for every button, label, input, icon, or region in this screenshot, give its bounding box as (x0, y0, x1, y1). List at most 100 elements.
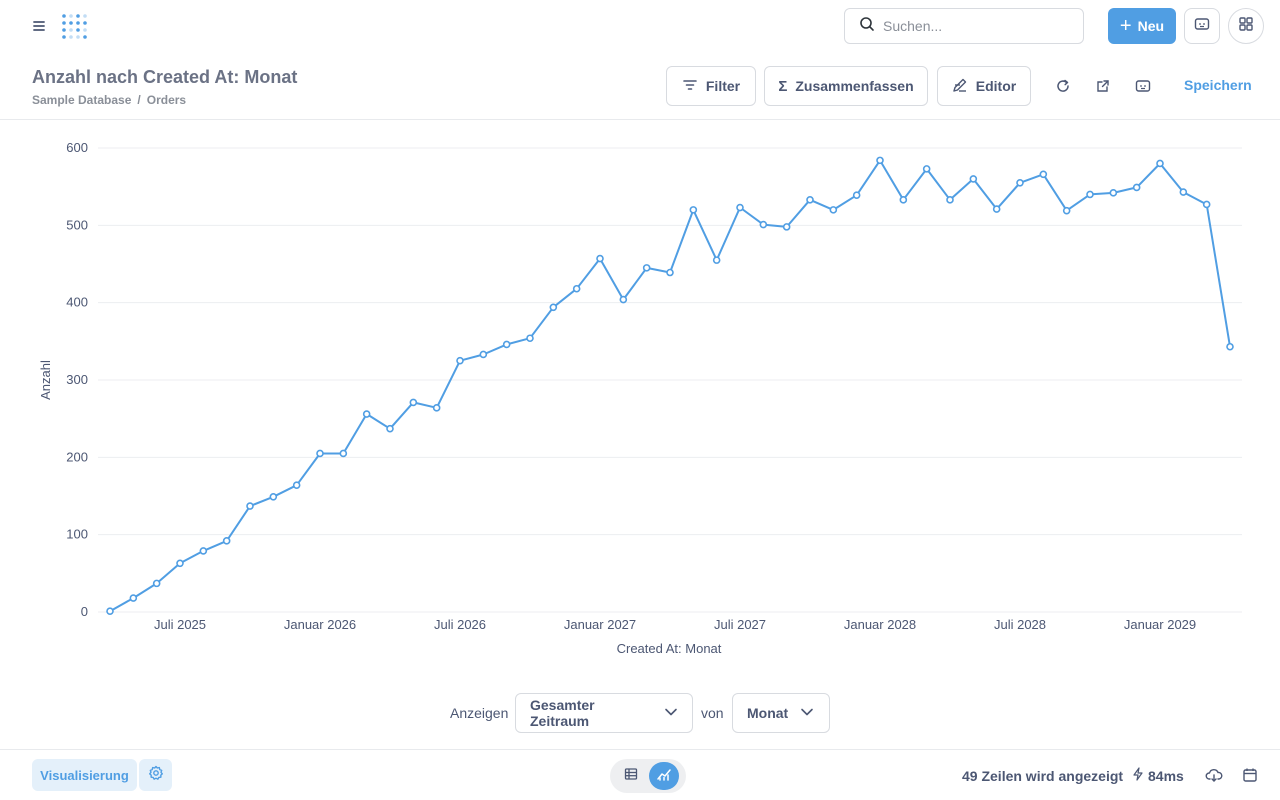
data-point[interactable] (689, 206, 698, 214)
data-point[interactable] (549, 303, 558, 312)
data-point[interactable] (456, 356, 464, 365)
logo-icon[interactable] (60, 11, 90, 41)
gear-icon (148, 765, 164, 786)
data-point[interactable] (852, 191, 861, 199)
data-point[interactable] (1179, 188, 1188, 196)
chat-button[interactable] (1184, 8, 1220, 44)
data-point[interactable] (712, 256, 721, 264)
range-select-value: Gesamter Zeitraum (530, 697, 595, 729)
data-point[interactable] (572, 284, 581, 293)
summarize-label: Zusammenfassen (795, 78, 914, 94)
data-point[interactable] (829, 206, 838, 214)
download-icon[interactable] (1205, 766, 1223, 784)
data-point[interactable] (246, 502, 254, 510)
search-input[interactable] (883, 18, 1073, 34)
time-range-controls: Anzeigen Gesamter Zeitraum von Monat (0, 693, 1280, 733)
summarize-button[interactable]: Σ Zusammenfassen (764, 66, 928, 106)
y-tick-label: 300 (66, 372, 88, 387)
range-select[interactable]: Gesamter Zeitraum (515, 693, 693, 733)
menu-icon[interactable] (28, 15, 50, 37)
x-tick-label: Juli 2027 (714, 617, 766, 632)
data-point[interactable] (222, 537, 231, 545)
data-point[interactable] (1226, 342, 1234, 351)
data-point[interactable] (502, 340, 511, 349)
chart-svg: 0 100 200 300 400 500 600 Juli 2025 Januar 2026… (38, 140, 1242, 656)
apps-button[interactable] (1228, 8, 1264, 44)
editor-button[interactable]: Editor (937, 66, 1031, 106)
data-point[interactable] (176, 559, 184, 568)
chart-view-toggle[interactable] (649, 762, 679, 790)
data-point[interactable] (759, 220, 768, 229)
data-point[interactable] (1202, 200, 1211, 209)
data-point[interactable] (922, 165, 931, 173)
data-point[interactable] (992, 205, 1001, 213)
data-point[interactable] (292, 481, 301, 489)
data-point[interactable] (106, 607, 114, 616)
calendar-icon[interactable] (1241, 766, 1259, 784)
query-timing: 84ms (1132, 767, 1184, 784)
visualization-button[interactable]: Visualisierung (32, 759, 137, 791)
chevron-down-icon (800, 705, 814, 722)
chevron-down-icon (664, 705, 678, 722)
data-point[interactable] (969, 175, 978, 183)
y-tick-label: 200 (66, 449, 88, 464)
series-line (109, 159, 1231, 613)
data-point[interactable] (362, 410, 371, 418)
data-point[interactable] (409, 398, 418, 407)
filter-button[interactable]: Filter (666, 66, 756, 106)
data-point[interactable] (1086, 190, 1094, 199)
unit-select[interactable]: Monat (732, 693, 830, 733)
data-point[interactable] (1016, 178, 1024, 187)
data-point[interactable] (642, 264, 651, 272)
data-point[interactable] (899, 196, 908, 204)
data-point[interactable] (596, 254, 604, 263)
chat-bot-icon[interactable] (1133, 76, 1153, 96)
settings-button[interactable] (139, 759, 172, 791)
new-button[interactable]: + Neu (1108, 8, 1176, 44)
y-tick-label: 400 (66, 295, 88, 310)
data-point[interactable] (782, 223, 791, 231)
data-point[interactable] (432, 404, 441, 412)
x-tick-label: Juli 2025 (154, 617, 206, 632)
breadcrumb-separator: / (137, 93, 141, 107)
data-point[interactable] (339, 449, 348, 458)
data-point[interactable] (1132, 183, 1141, 192)
page-title[interactable]: Anzahl nach Created At: Monat (32, 67, 298, 87)
x-tick-label: Januar 2027 (564, 617, 636, 632)
view-toggle (610, 759, 686, 793)
data-point[interactable] (806, 196, 814, 204)
unit-select-value: Monat (747, 705, 789, 721)
data-point[interactable] (666, 268, 674, 277)
data-point[interactable] (876, 156, 884, 165)
save-button[interactable]: Speichern (1184, 77, 1252, 93)
data-point[interactable] (946, 196, 954, 204)
table-view-toggle[interactable] (616, 762, 646, 790)
search-field[interactable] (844, 8, 1084, 44)
breadcrumb-database[interactable]: Sample Database (32, 93, 132, 107)
data-point[interactable] (619, 295, 628, 304)
data-point[interactable] (129, 594, 138, 602)
data-point[interactable] (386, 424, 394, 433)
bolt-icon (1132, 767, 1144, 784)
data-point[interactable] (479, 350, 488, 359)
refresh-icon[interactable] (1053, 76, 1073, 96)
show-label: Anzeigen (450, 705, 509, 721)
data-point[interactable] (1039, 170, 1048, 179)
line-chart: 0 100 200 300 400 500 600 Juli 2025 Januar 2026… (0, 120, 1280, 670)
data-point[interactable] (1109, 189, 1118, 197)
filter-label: Filter (705, 78, 741, 94)
y-tick-label: 0 (81, 604, 88, 619)
data-point[interactable] (152, 579, 161, 588)
data-point[interactable] (199, 547, 208, 555)
y-tick-label: 600 (66, 140, 88, 155)
data-point[interactable] (736, 203, 744, 212)
data-point[interactable] (526, 334, 534, 343)
footer-bar: Visualisierung 49 Zeilen wird angezeigt … (0, 749, 1280, 800)
data-point[interactable] (1156, 159, 1164, 168)
breadcrumb-table[interactable]: Orders (146, 93, 187, 107)
editor-label: Editor (975, 78, 1017, 94)
data-point[interactable] (269, 492, 278, 501)
data-point[interactable] (1062, 206, 1071, 215)
data-point[interactable] (316, 449, 324, 458)
share-icon[interactable] (1093, 76, 1113, 96)
